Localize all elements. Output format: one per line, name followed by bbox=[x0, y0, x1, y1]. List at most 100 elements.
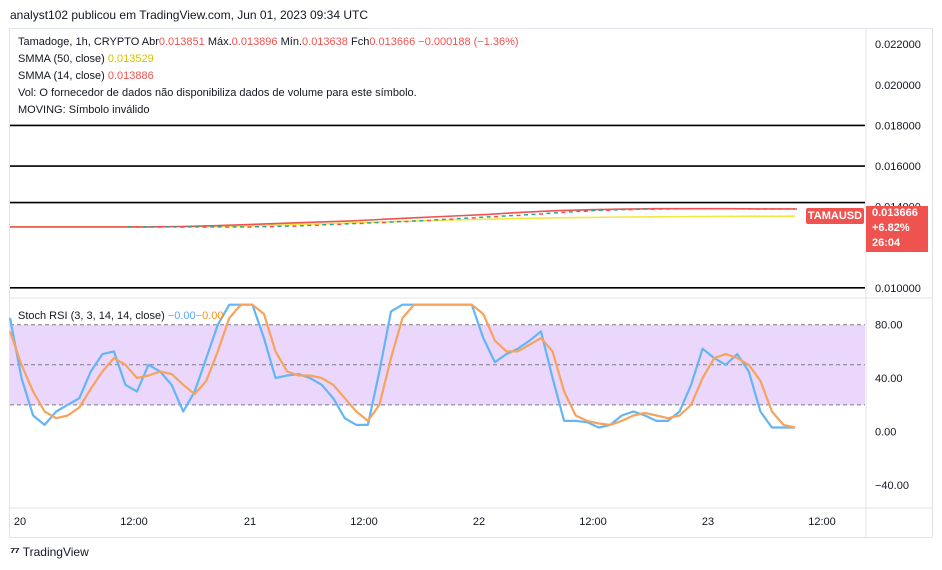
price-candle bbox=[531, 213, 536, 216]
ohlc-line: Tamadoge, 1h, CRYPTO Abr0.013851 Máx.0.0… bbox=[18, 34, 519, 51]
price-candle bbox=[643, 208, 648, 210]
price-candle bbox=[217, 226, 222, 228]
price-candle bbox=[748, 208, 753, 210]
price-candle bbox=[240, 226, 245, 228]
price-tag: TAMAUSD 0.013666 +6.82% 26:04 bbox=[806, 206, 928, 252]
stoch-tick-label: 0.00 bbox=[875, 427, 896, 439]
symbol-text: Tamadoge, 1h, CRYPTO bbox=[18, 36, 140, 48]
price-candle bbox=[404, 220, 409, 223]
price-tag-box: 0.013666 +6.82% 26:04 bbox=[866, 206, 928, 252]
price-candle bbox=[456, 217, 461, 220]
price-tag-change: +6.82% bbox=[872, 222, 910, 234]
chart-frame[interactable] bbox=[9, 28, 933, 538]
stoch-d-line bbox=[8, 303, 796, 429]
price-candle bbox=[695, 208, 700, 210]
price-candle bbox=[598, 209, 603, 212]
time-tick-label: 12:00 bbox=[350, 516, 378, 528]
open-label: Abr bbox=[141, 36, 159, 48]
price-candle bbox=[763, 208, 768, 210]
price-candle bbox=[793, 208, 797, 210]
open-value: 0.013851 bbox=[158, 36, 205, 48]
price-tag-price: 0.013666 bbox=[872, 207, 918, 219]
price-candle bbox=[344, 223, 349, 225]
price-candle bbox=[284, 225, 289, 227]
price-candle bbox=[157, 226, 162, 228]
price-candle bbox=[710, 208, 715, 210]
price-candle bbox=[688, 208, 693, 210]
time-tick-label: 22 bbox=[473, 516, 485, 528]
price-candle bbox=[314, 224, 319, 227]
price-candle bbox=[382, 221, 387, 224]
price-candle bbox=[553, 212, 558, 214]
stoch-k-line bbox=[8, 303, 795, 429]
stoch-k-value: −0.00 bbox=[167, 310, 196, 322]
stoch-tick-label: 40.00 bbox=[875, 373, 903, 385]
price-candle bbox=[150, 226, 155, 228]
price-tag-countdown: 26:04 bbox=[872, 237, 901, 249]
price-candle bbox=[740, 208, 745, 210]
price-candle bbox=[546, 212, 551, 215]
price-candle bbox=[374, 221, 379, 224]
price-candle bbox=[247, 226, 252, 228]
price-candle bbox=[359, 222, 364, 225]
low-label: Mín. bbox=[280, 36, 303, 48]
price-candle bbox=[142, 226, 147, 228]
price-candle bbox=[329, 223, 334, 226]
price-candle bbox=[516, 214, 521, 217]
volume-notice: Vol: O fornecedor de dados não disponibi… bbox=[18, 87, 417, 99]
price-candle bbox=[479, 216, 484, 219]
high-label: Máx. bbox=[207, 36, 232, 48]
time-tick-label: 21 bbox=[244, 516, 256, 528]
price-candle bbox=[651, 208, 656, 210]
price-candle bbox=[195, 226, 200, 228]
price-candle bbox=[299, 224, 304, 227]
price-candle bbox=[486, 216, 491, 218]
price-tick-label: 0.010000 bbox=[875, 283, 921, 295]
price-candle bbox=[232, 226, 237, 228]
price-candle bbox=[135, 226, 140, 228]
price-candle bbox=[322, 224, 327, 226]
smma14-legend: SMMA (14, close) 0.013886 bbox=[18, 68, 519, 85]
smma50-legend: SMMA (50, close) 0.013529 bbox=[18, 51, 519, 68]
price-candle bbox=[396, 220, 401, 223]
stoch-d-value: −0.00 bbox=[195, 310, 224, 322]
price-candle bbox=[165, 226, 170, 228]
price-candle bbox=[778, 208, 783, 210]
price-candle bbox=[524, 214, 529, 216]
price-candle bbox=[337, 223, 342, 226]
price-tick-label: 0.022000 bbox=[875, 39, 921, 51]
price-candle bbox=[225, 226, 230, 228]
price-tick-label: 0.020000 bbox=[875, 80, 921, 92]
price-candle bbox=[680, 208, 685, 210]
price-candle bbox=[449, 218, 454, 220]
stoch-label: Stoch RSI (3, 3, 14, 14, close) bbox=[18, 310, 165, 322]
price-candle bbox=[576, 210, 581, 213]
price-candle bbox=[180, 226, 185, 228]
price-candle bbox=[621, 208, 626, 211]
tradingview-brand: TradingView bbox=[22, 544, 89, 559]
tradingview-logo[interactable]: ⁷⁷ TradingView bbox=[10, 544, 89, 559]
price-candle bbox=[755, 208, 760, 210]
price-candle bbox=[606, 209, 611, 212]
main-legend: Tamadoge, 1h, CRYPTO Abr0.013851 Máx.0.0… bbox=[18, 34, 519, 119]
price-candle bbox=[471, 217, 476, 219]
price-candle bbox=[725, 208, 730, 210]
price-candle bbox=[613, 209, 618, 211]
moving-notice: MOVING: Símbolo inválido bbox=[18, 104, 150, 116]
stoch-legend: Stoch RSI (3, 3, 14, 14, close) −0.00−0.… bbox=[18, 308, 224, 325]
price-candle bbox=[389, 221, 394, 223]
price-candle bbox=[703, 208, 708, 210]
price-candle bbox=[441, 218, 446, 221]
price-candle bbox=[538, 213, 543, 215]
price-candle bbox=[367, 222, 372, 224]
price-candle bbox=[202, 226, 207, 228]
price-candle bbox=[665, 208, 670, 210]
smma14-line bbox=[10, 207, 795, 228]
price-candle bbox=[501, 215, 506, 217]
price-candle bbox=[210, 226, 215, 228]
price-candle bbox=[658, 208, 663, 210]
stoch-tick-label: −40.00 bbox=[875, 480, 909, 492]
price-candle bbox=[419, 219, 424, 222]
tradingview-logo-icon: ⁷⁷ bbox=[10, 544, 20, 559]
